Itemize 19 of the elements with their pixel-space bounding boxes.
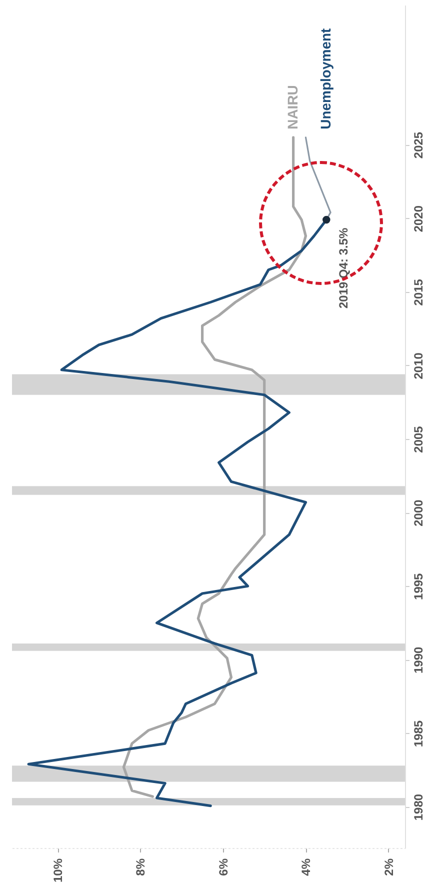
x-tick-label: 2%	[382, 858, 396, 876]
x-tick-label: 6%	[216, 858, 230, 876]
y-tick-label: 2025	[412, 132, 426, 159]
y-tick-label: 1995	[412, 572, 426, 600]
text: Unemployment	[317, 28, 334, 130]
y-tick-label: 2020	[412, 205, 426, 232]
annotation: 2019 Q4: 3.5%	[336, 227, 350, 309]
x-tick-label: 10%	[51, 858, 66, 883]
y-tick-label: 2010	[412, 352, 426, 380]
y-tick-label: 2000	[412, 499, 426, 526]
y-tick-label: 2005	[412, 426, 426, 453]
y-tick-label: 2015	[412, 278, 426, 306]
y-tick-label: 1980	[412, 794, 426, 821]
y-tick-label: 1985	[412, 720, 426, 748]
text: NAIRU	[284, 85, 300, 130]
line-series	[122, 136, 308, 798]
x-tick-label: 8%	[134, 858, 148, 876]
y-tick-label: 1990	[412, 646, 426, 674]
x-tick-label: 4%	[299, 858, 314, 876]
